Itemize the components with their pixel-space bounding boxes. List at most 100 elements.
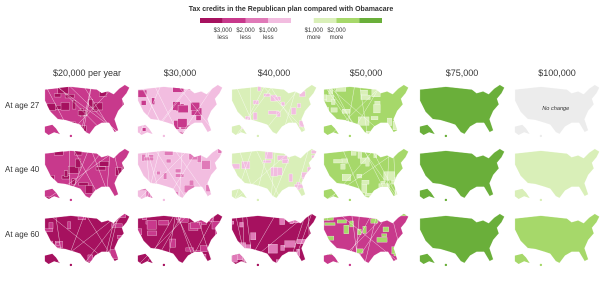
county-patch bbox=[153, 260, 161, 268]
map bbox=[44, 82, 130, 138]
us-map bbox=[420, 149, 505, 198]
us-map bbox=[515, 149, 600, 198]
county-patch bbox=[287, 194, 291, 202]
legend-swatch bbox=[246, 18, 269, 23]
county-patch bbox=[358, 149, 362, 158]
legend-amount: $1,000 bbox=[305, 28, 324, 34]
county-patch bbox=[140, 187, 151, 191]
county-patch bbox=[328, 251, 336, 254]
county-patch bbox=[281, 102, 285, 106]
county-patch bbox=[382, 234, 387, 237]
alaska bbox=[324, 254, 339, 264]
county-patch bbox=[99, 161, 108, 166]
county-patch bbox=[276, 260, 285, 269]
alaska bbox=[324, 125, 339, 135]
hawaii bbox=[349, 199, 351, 201]
county-patch bbox=[54, 94, 61, 97]
hawaii bbox=[349, 135, 351, 137]
county-patch bbox=[361, 95, 370, 99]
county-patch bbox=[348, 125, 355, 131]
county-patch bbox=[63, 195, 68, 202]
map bbox=[323, 211, 415, 268]
alaska bbox=[45, 254, 60, 264]
hawaii bbox=[70, 264, 72, 266]
county-patch bbox=[366, 131, 370, 136]
county-patch bbox=[174, 132, 184, 137]
map bbox=[323, 146, 408, 202]
alaska bbox=[138, 254, 153, 264]
county-patch bbox=[392, 247, 400, 254]
county-patch bbox=[85, 186, 93, 194]
county-patch bbox=[184, 185, 194, 192]
us-map bbox=[420, 85, 505, 134]
county-patch bbox=[295, 184, 304, 188]
map-grid: Tax credits in the Republican plan compa… bbox=[0, 0, 605, 278]
county-patch bbox=[146, 190, 156, 198]
county-patch bbox=[403, 256, 406, 264]
hawaii bbox=[70, 199, 72, 201]
county-patch bbox=[66, 122, 76, 131]
hawaii bbox=[445, 199, 447, 201]
alaska bbox=[515, 125, 530, 135]
map bbox=[515, 149, 600, 201]
county-patch bbox=[337, 220, 346, 223]
county-patch bbox=[102, 147, 106, 152]
county-patch bbox=[384, 172, 395, 181]
county-patch bbox=[47, 103, 55, 110]
county-patch bbox=[376, 195, 380, 202]
hawaii bbox=[257, 135, 259, 137]
county-patch bbox=[297, 249, 300, 256]
county-patch bbox=[334, 159, 343, 163]
county-patch bbox=[237, 253, 243, 260]
county-patch bbox=[152, 98, 155, 105]
county-patch bbox=[256, 129, 264, 134]
hawaii bbox=[257, 199, 259, 201]
county-patch bbox=[43, 241, 52, 248]
county-patch bbox=[404, 228, 415, 233]
county-patch bbox=[195, 254, 206, 258]
county-patch bbox=[253, 100, 258, 104]
county-patch bbox=[175, 174, 183, 177]
county-patch bbox=[362, 180, 369, 184]
legend-swatch bbox=[223, 18, 246, 23]
county-patch bbox=[312, 155, 316, 158]
county-patch bbox=[299, 121, 306, 127]
county-patch bbox=[159, 220, 169, 225]
legend-amount: $2,000 bbox=[327, 28, 346, 34]
county-patch bbox=[89, 83, 94, 88]
map bbox=[138, 82, 223, 142]
county-patch bbox=[175, 169, 181, 173]
county-patch bbox=[96, 167, 106, 170]
county-patch bbox=[142, 217, 146, 220]
county-patch bbox=[243, 256, 249, 261]
county-patch bbox=[43, 197, 51, 201]
county-patch bbox=[142, 128, 145, 131]
legend-swatch bbox=[359, 18, 382, 23]
county-patch bbox=[138, 229, 142, 235]
hawaii bbox=[445, 135, 447, 137]
county-patch bbox=[249, 195, 255, 200]
alaska bbox=[420, 189, 435, 199]
county-patch bbox=[232, 164, 240, 169]
county-patch bbox=[124, 193, 129, 197]
annotation: No change bbox=[542, 106, 569, 112]
county-patch bbox=[117, 235, 123, 238]
county-patch bbox=[124, 188, 135, 192]
county-patch bbox=[397, 117, 403, 125]
county-patch bbox=[232, 254, 237, 262]
map: No change bbox=[515, 85, 600, 137]
county-patch bbox=[196, 191, 202, 198]
county-patch bbox=[51, 250, 60, 254]
county-patch bbox=[141, 101, 146, 106]
county-patch bbox=[218, 197, 223, 200]
county-patch bbox=[147, 220, 156, 229]
county-patch bbox=[336, 82, 346, 91]
county-patch bbox=[297, 103, 301, 107]
county-patch bbox=[338, 260, 347, 266]
alaska bbox=[420, 254, 435, 264]
column-header: $50,000 bbox=[350, 68, 383, 78]
legend-title: Tax credits in the Republican plan compa… bbox=[189, 6, 394, 13]
county-patch bbox=[377, 237, 387, 242]
us-map bbox=[515, 214, 600, 263]
county-patch bbox=[352, 261, 358, 268]
